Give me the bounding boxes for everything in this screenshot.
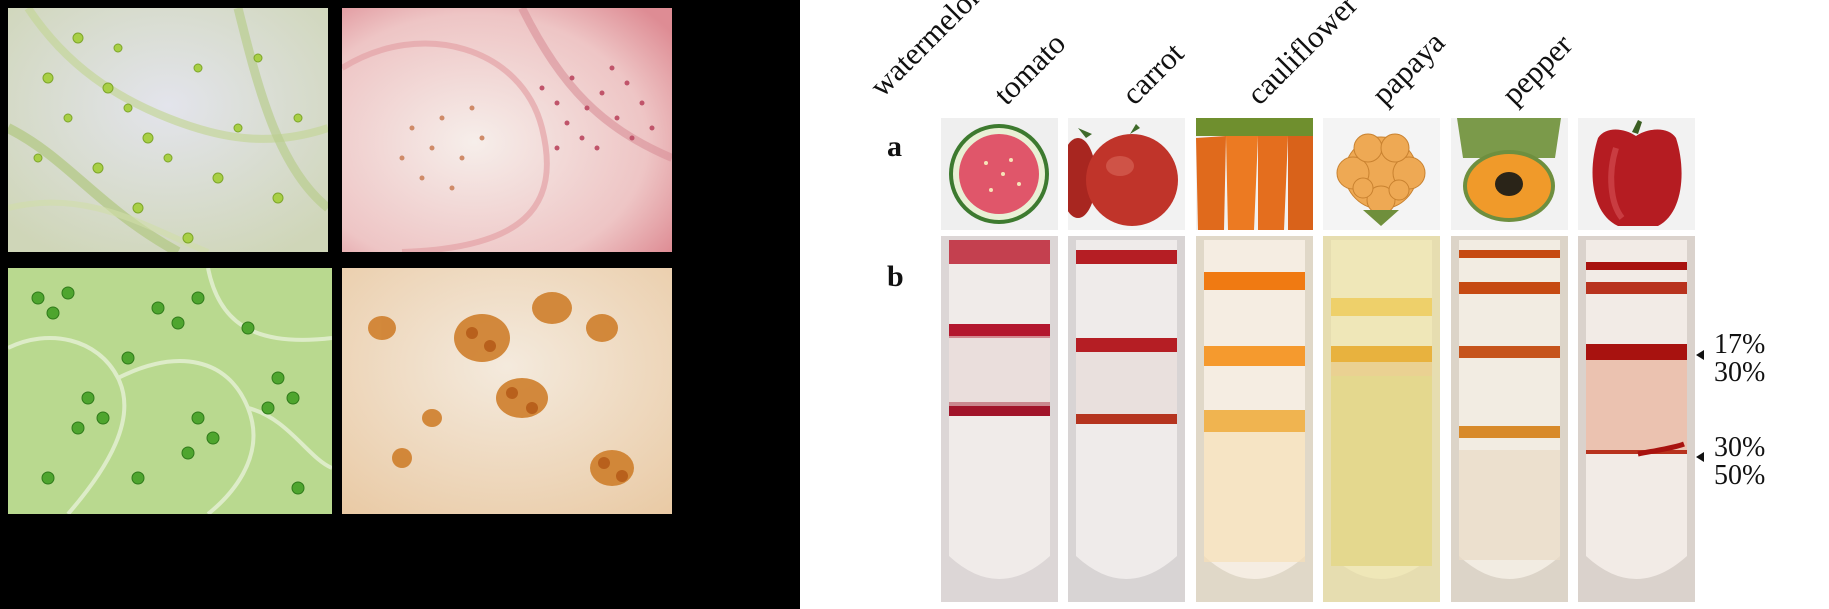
photo-papaya — [1451, 118, 1568, 230]
gradient-tube-pepper — [1578, 236, 1695, 602]
micrograph-green-sparse — [8, 8, 328, 252]
column-label-tomato: tomato — [986, 25, 1073, 112]
gradient-tube-tomato — [1068, 236, 1185, 602]
pct-label-50: 50% — [1714, 460, 1766, 491]
photo-pepper — [1578, 118, 1695, 230]
arrow-lower — [1696, 452, 1704, 462]
column-label-watermelon: watermelon — [862, 0, 991, 104]
micrograph-grid — [0, 0, 800, 609]
column-label-papaya: papaya — [1364, 24, 1452, 112]
pct-label-30-lower: 30% — [1714, 432, 1766, 463]
micrograph-green-dense — [8, 268, 332, 514]
micrograph-red-plastids — [342, 8, 672, 252]
pct-label-17: 17% — [1714, 329, 1766, 360]
gradient-tube-carrot — [1196, 236, 1313, 602]
column-label-carrot: carrot — [1114, 35, 1191, 112]
gradient-tube-watermelon — [941, 236, 1058, 602]
photo-watermelon — [941, 118, 1058, 230]
gradient-tube-papaya — [1451, 236, 1568, 602]
fruit-figure: watermelon tomato carrot cauliflower pap… — [800, 0, 1829, 609]
column-label-pepper: pepper — [1494, 26, 1579, 112]
photo-carrot — [1196, 118, 1313, 230]
arrow-upper — [1696, 350, 1704, 360]
photo-cauliflower — [1323, 118, 1440, 230]
panel-letter-a: a — [887, 130, 902, 163]
micrograph-orange-plastids — [342, 268, 672, 514]
gradient-tube-cauliflower — [1323, 236, 1440, 602]
column-label-cauliflower: cauliflower — [1239, 0, 1365, 112]
photo-tomato — [1068, 118, 1185, 230]
panel-letter-b: b — [887, 260, 904, 293]
pct-label-30-upper: 30% — [1714, 357, 1766, 388]
